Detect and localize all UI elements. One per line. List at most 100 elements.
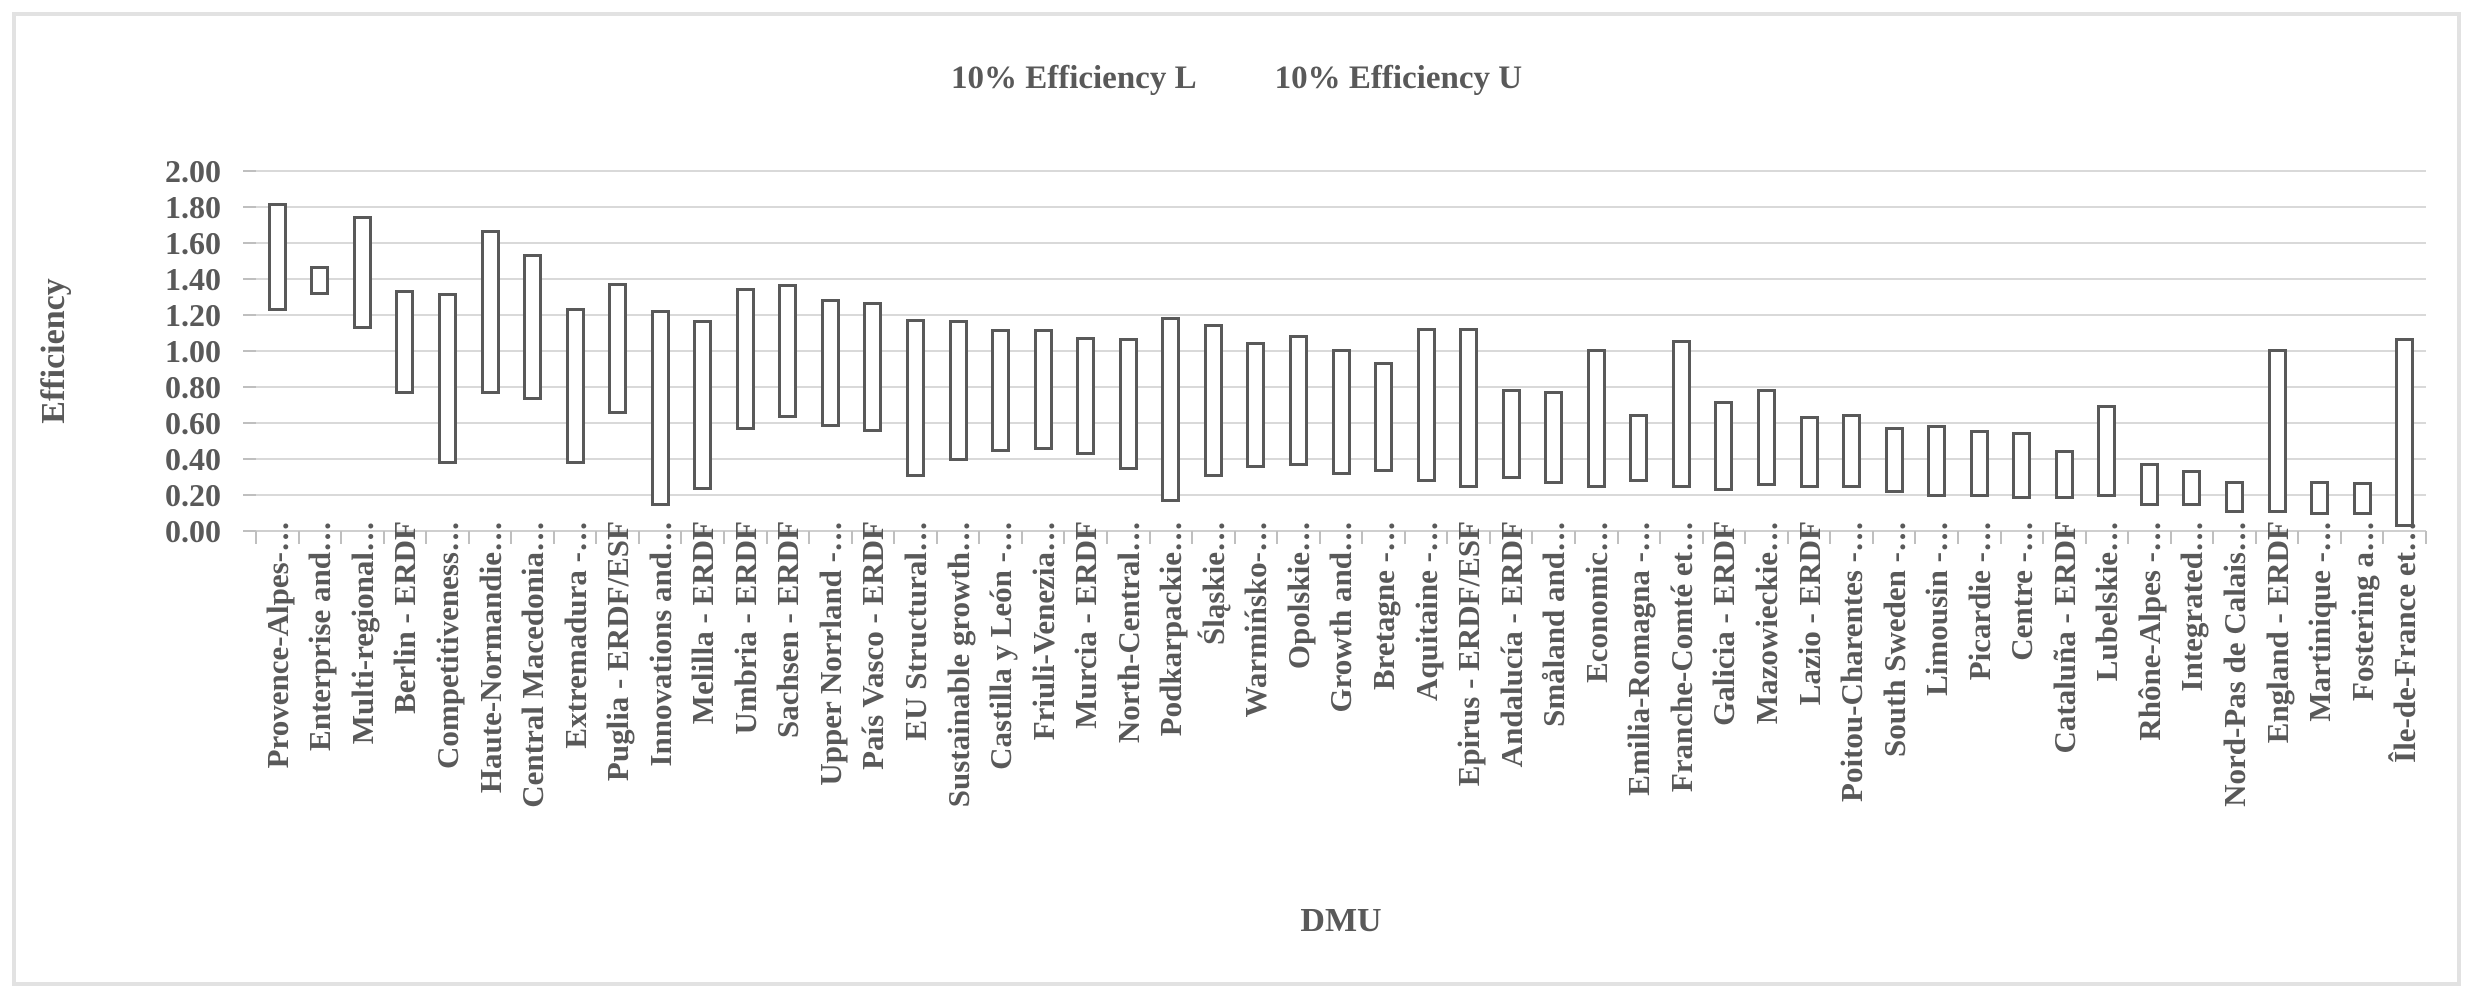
y-axis-tick (243, 422, 256, 424)
y-axis-tick (243, 170, 256, 172)
x-axis-tick (425, 531, 428, 544)
range-bar (735, 288, 755, 431)
x-axis-tick (978, 531, 981, 544)
x-axis-tick (1744, 531, 1747, 544)
x-category-label-text: Mazowieckie… (1748, 521, 1784, 725)
y-axis-tick (243, 278, 256, 280)
x-axis-tick (552, 531, 555, 544)
x-axis-tick (2297, 531, 2300, 544)
x-axis-tick (382, 531, 385, 544)
legend-item-efficiency-l: 10% Efficiency L (950, 60, 1197, 96)
x-category-label-text: Opolskie… (1280, 521, 1316, 670)
x-axis-tick (1318, 531, 1321, 544)
y-axis-tick (243, 494, 256, 496)
x-category-label-text: Epirus - ERDF/ESF (1451, 521, 1487, 787)
x-category-label-text: North-Central… (1110, 521, 1146, 744)
x-category-label: Extremadura -… (554, 521, 597, 941)
y-tick-label: 0.40 (165, 441, 221, 477)
range-bar (608, 282, 628, 414)
x-category-label: South Sweden -… (1873, 521, 1916, 941)
x-axis-tick (595, 531, 598, 544)
x-category-label: Bretagne -… (1362, 521, 1405, 941)
y-tick-label: 1.60 (165, 225, 221, 261)
x-category-label-text: Limousin -… (1919, 521, 1955, 696)
x-axis-tick (1999, 531, 2002, 544)
x-category-label-text: South Sweden -… (1876, 521, 1912, 757)
y-axis-tick (243, 206, 256, 208)
x-category-label: Puglia - ERDF/ESF (596, 521, 639, 941)
x-axis-tick (1574, 531, 1577, 544)
x-axis-tick (1531, 531, 1534, 544)
x-category-label-text: Sustainable growth… (940, 521, 976, 808)
x-axis-tick (1148, 531, 1151, 544)
range-bar (693, 320, 713, 490)
range-bar (310, 266, 330, 296)
x-category-label: Berlin - ERDF (384, 521, 427, 941)
range-bar (1161, 316, 1181, 503)
x-category-label-text: England - ERDF (2259, 521, 2295, 744)
chart-frame: 10% Efficiency L 10% Efficiency U Effici… (12, 12, 2461, 986)
x-category-label-text: Martinique -… (2302, 521, 2338, 722)
range-bar (1501, 388, 1521, 479)
x-category-label-text: Competitiveness… (429, 521, 465, 769)
gridline (256, 314, 2426, 316)
range-bar (863, 302, 883, 432)
gridline (256, 494, 2426, 496)
x-category-label: País Vasco - ERDF (852, 521, 895, 941)
x-category-label: Warmińsko-… (1235, 521, 1278, 941)
x-category-label: Enterprise and… (299, 521, 342, 941)
gridline (256, 242, 2426, 244)
x-category-label: Melilla - ERDF (681, 521, 724, 941)
range-bar (991, 329, 1011, 452)
x-category-label-text: Lubelskie… (2089, 521, 2125, 682)
range-bar (1288, 334, 1308, 467)
x-category-label-text: Picardie -… (1961, 521, 1997, 681)
x-category-label: Galicia - ERDF (1703, 521, 1746, 941)
x-axis-line (243, 530, 2426, 532)
x-axis-tick (1403, 531, 1406, 544)
x-category-label: Andalucía - ERDF (1490, 521, 1533, 941)
y-tick-label: 2.00 (165, 153, 221, 189)
x-category-label-text: Multi-regional… (344, 521, 380, 745)
x-axis-tick (1701, 531, 1704, 544)
x-category-label-text: Growth and… (1323, 521, 1359, 713)
range-bar (1842, 414, 1862, 488)
range-bar (2097, 405, 2117, 497)
x-category-label: Mazowieckie… (1745, 521, 1788, 941)
x-category-label: Competitiveness… (426, 521, 469, 941)
x-axis-tick (340, 531, 343, 544)
x-axis-tick (1020, 531, 1023, 544)
x-category-label-text: Warmińsko-… (1238, 521, 1274, 718)
x-category-label: Friuli-Venezia… (1022, 521, 1065, 941)
range-bar (1714, 401, 1734, 492)
x-category-label-text: Melilla - ERDF (685, 521, 721, 725)
x-category-label-text: Emilia-Romagna -… (1621, 521, 1657, 796)
x-axis-tick (1063, 531, 1066, 544)
x-category-label: Cataluña - ERDF (2043, 521, 2086, 941)
x-category-label-text: Nord-Pas de Calais… (2217, 521, 2253, 807)
range-bar (1459, 327, 1479, 488)
range-bar (2267, 349, 2287, 513)
x-category-label-text: Upper Norrland -… (812, 521, 848, 786)
x-category-label-text: Extremadura -… (557, 521, 593, 749)
x-category-label-text: Śląskie… (1195, 521, 1231, 646)
x-category-label: Île-de-France et… (2383, 521, 2426, 941)
x-axis-tick (2212, 531, 2215, 544)
x-category-label-text: Murcia - ERDF (1068, 521, 1104, 729)
y-tick-label: 0.60 (165, 405, 221, 441)
y-axis-tick (243, 458, 256, 460)
y-tick-label: 1.20 (165, 297, 221, 333)
x-category-label: Sachsen - ERDF (767, 521, 810, 941)
x-category-label: Småland and… (1532, 521, 1575, 941)
range-bar (2139, 462, 2159, 506)
x-axis-tick (1871, 531, 1874, 544)
x-category-label-text: Aquitaine -… (1408, 521, 1444, 701)
range-bar (1969, 430, 1989, 497)
x-axis-tick (2254, 531, 2257, 544)
x-category-label-text: Podkarpackie… (1153, 521, 1189, 737)
x-category-label: Central Macedonia… (511, 521, 554, 941)
x-category-label: Upper Norrland -… (809, 521, 852, 941)
x-category-label-text: EU Structural… (898, 521, 933, 741)
range-bar (778, 284, 798, 418)
range-bar (2310, 480, 2330, 515)
